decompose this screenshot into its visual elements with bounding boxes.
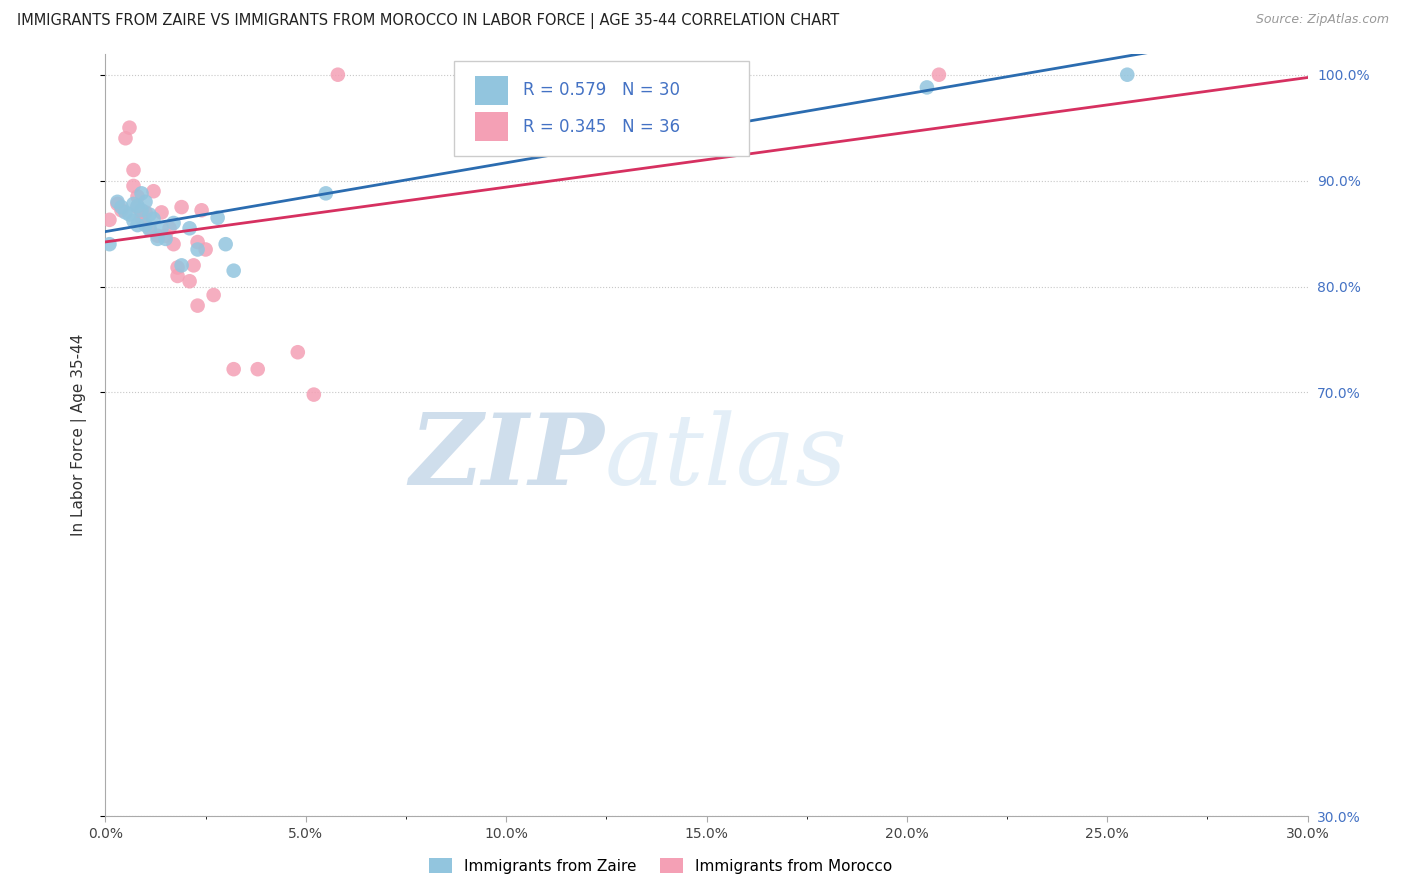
Point (194, 243, 217, 257)
Text: IMMIGRANTS FROM ZAIRE VS IMMIGRANTS FROM MOROCCO IN LABOR FORCE | AGE 35-44 CORR: IMMIGRANTS FROM ZAIRE VS IMMIGRANTS FROM… (17, 13, 839, 29)
Point (122, 214, 145, 228)
Point (170, 259, 193, 273)
Point (326, 68, 349, 82)
Point (302, 387, 325, 401)
Point (118, 120, 141, 135)
Point (166, 268, 188, 283)
Point (138, 208, 160, 222)
Point (675, 68, 697, 82)
Point (127, 199, 149, 213)
Point (315, 186, 337, 201)
Text: R = 0.579   N = 30: R = 0.579 N = 30 (523, 81, 679, 99)
Legend: Immigrants from Zaire, Immigrants from Morocco: Immigrants from Zaire, Immigrants from M… (423, 852, 898, 880)
Point (159, 221, 181, 235)
Text: atlas: atlas (605, 410, 846, 506)
Point (162, 237, 184, 252)
Point (114, 131, 136, 145)
Point (202, 288, 225, 302)
Point (207, 211, 229, 225)
Point (928, 68, 950, 82)
Point (138, 222, 160, 236)
Point (187, 243, 209, 257)
Point (98, 212, 121, 227)
Point (1116, 68, 1139, 82)
Point (142, 211, 165, 226)
Point (150, 205, 173, 219)
Point (127, 200, 149, 214)
Y-axis label: In Labor Force | Age 35-44: In Labor Force | Age 35-44 (72, 334, 87, 536)
Point (131, 211, 153, 225)
Point (98, 237, 121, 252)
Point (222, 362, 245, 376)
Point (110, 200, 132, 214)
Point (118, 208, 141, 222)
Point (179, 274, 201, 288)
Point (246, 362, 269, 376)
Point (110, 203, 132, 218)
Point (131, 203, 153, 218)
Point (131, 205, 153, 219)
Point (183, 259, 205, 273)
Point (127, 189, 149, 203)
Point (150, 221, 173, 235)
Point (179, 221, 201, 235)
Point (187, 299, 209, 313)
Point (142, 184, 165, 198)
Point (131, 186, 153, 201)
Point (135, 205, 157, 219)
Point (287, 345, 309, 359)
Point (122, 163, 145, 178)
FancyBboxPatch shape (474, 76, 508, 104)
Point (122, 178, 145, 193)
Point (135, 218, 157, 232)
Text: Source: ZipAtlas.com: Source: ZipAtlas.com (1256, 13, 1389, 27)
FancyBboxPatch shape (454, 62, 748, 156)
Text: ZIP: ZIP (409, 409, 605, 506)
Point (107, 194, 129, 209)
Point (187, 235, 209, 249)
Point (107, 197, 129, 211)
Point (170, 200, 193, 214)
Point (146, 232, 169, 246)
Point (114, 205, 136, 219)
Point (222, 263, 245, 277)
Text: R = 0.345   N = 36: R = 0.345 N = 36 (523, 118, 679, 136)
Point (162, 216, 184, 230)
Point (127, 218, 149, 232)
Point (135, 194, 157, 209)
Point (146, 228, 169, 243)
Point (138, 221, 160, 235)
Point (214, 237, 236, 252)
Point (122, 197, 145, 211)
Point (166, 260, 188, 275)
FancyBboxPatch shape (474, 112, 508, 141)
Point (190, 203, 212, 218)
Point (155, 228, 177, 243)
Point (486, 80, 509, 95)
Point (155, 232, 177, 246)
Point (915, 80, 938, 95)
